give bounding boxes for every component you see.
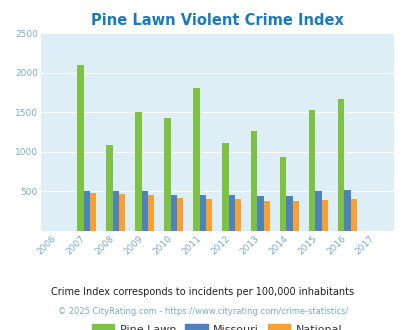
Bar: [308, 110, 315, 231]
Bar: [177, 198, 183, 231]
Bar: [119, 194, 125, 231]
Bar: [106, 145, 113, 231]
Bar: [141, 191, 148, 231]
Bar: [337, 99, 343, 231]
Bar: [343, 190, 350, 231]
Bar: [77, 65, 83, 231]
Bar: [292, 201, 298, 231]
Bar: [263, 201, 270, 231]
Text: © 2025 CityRating.com - https://www.cityrating.com/crime-statistics/: © 2025 CityRating.com - https://www.city…: [58, 307, 347, 316]
Bar: [83, 191, 90, 231]
Legend: Pine Lawn, Missouri, National: Pine Lawn, Missouri, National: [87, 320, 346, 330]
Bar: [205, 199, 212, 231]
Bar: [222, 143, 228, 231]
Text: Crime Index corresponds to incidents per 100,000 inhabitants: Crime Index corresponds to incidents per…: [51, 287, 354, 297]
Bar: [228, 195, 234, 231]
Bar: [170, 195, 177, 231]
Bar: [113, 191, 119, 231]
Title: Pine Lawn Violent Crime Index: Pine Lawn Violent Crime Index: [91, 13, 343, 28]
Bar: [199, 195, 205, 231]
Bar: [193, 88, 199, 231]
Bar: [257, 196, 263, 231]
Bar: [164, 118, 170, 231]
Bar: [279, 156, 286, 231]
Bar: [315, 191, 321, 231]
Bar: [286, 196, 292, 231]
Bar: [250, 131, 257, 231]
Bar: [135, 112, 141, 231]
Bar: [234, 199, 241, 231]
Bar: [148, 195, 154, 231]
Bar: [321, 200, 327, 231]
Bar: [90, 193, 96, 231]
Bar: [350, 199, 356, 231]
